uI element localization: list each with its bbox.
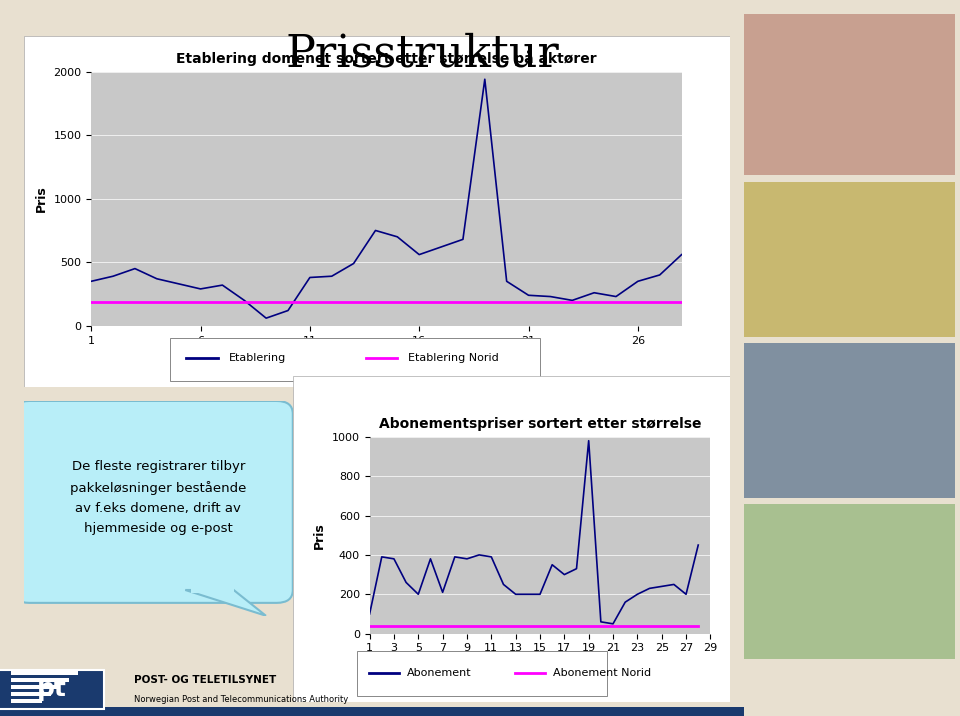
FancyBboxPatch shape	[0, 670, 104, 710]
Y-axis label: Pris: Pris	[35, 185, 48, 212]
FancyBboxPatch shape	[357, 652, 607, 696]
Bar	[12, 679, 69, 682]
FancyBboxPatch shape	[191, 580, 233, 593]
FancyBboxPatch shape	[171, 338, 540, 381]
Text: Prisstruktur: Prisstruktur	[285, 32, 560, 75]
Y-axis label: Pris: Pris	[313, 522, 326, 548]
Text: Etablering: Etablering	[228, 353, 286, 363]
Text: Abonement Norid: Abonement Norid	[553, 668, 651, 678]
Text: De fleste registrarer tilbyr
pakkeløsninger bestående
av f.eks domene, drift av
: De fleste registrarer tilbyr pakkeløsnin…	[70, 460, 247, 535]
Bar	[12, 700, 42, 703]
Bar	[12, 685, 60, 689]
Title: Etablering domenet sortert etter størrelse på aktører: Etablering domenet sortert etter størrel…	[176, 50, 597, 67]
X-axis label: Aktør: Aktør	[521, 659, 559, 672]
Bar	[12, 672, 78, 675]
Polygon shape	[185, 590, 266, 616]
FancyBboxPatch shape	[744, 504, 955, 659]
Bar	[12, 692, 51, 696]
FancyBboxPatch shape	[0, 707, 744, 716]
Text: Abonement: Abonement	[407, 668, 471, 678]
Title: Abonementspriser sortert etter størrelse: Abonementspriser sortert etter størrelse	[379, 417, 701, 432]
Text: pt: pt	[37, 677, 67, 702]
FancyBboxPatch shape	[744, 343, 955, 498]
FancyBboxPatch shape	[744, 182, 955, 337]
FancyBboxPatch shape	[13, 401, 293, 603]
FancyBboxPatch shape	[24, 36, 730, 387]
FancyBboxPatch shape	[744, 14, 955, 175]
FancyBboxPatch shape	[293, 376, 730, 702]
Text: Etablering Norid: Etablering Norid	[408, 353, 499, 363]
Text: Norwegian Post and Telecommunications Authority: Norwegian Post and Telecommunications Au…	[133, 695, 348, 705]
Text: POST- OG TELETILSYNET: POST- OG TELETILSYNET	[133, 675, 276, 685]
X-axis label: Aktør: Aktør	[368, 351, 405, 364]
